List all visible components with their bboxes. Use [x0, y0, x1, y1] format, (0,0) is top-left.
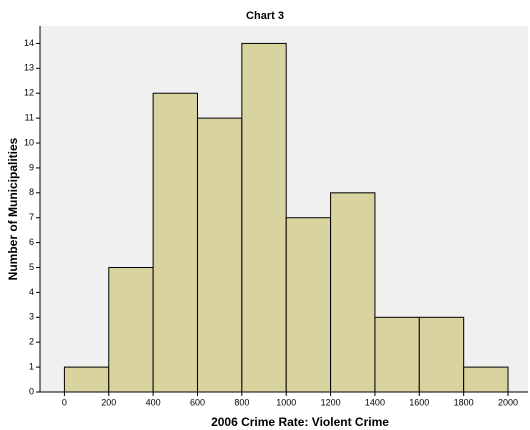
- y-tick-label: 14: [24, 38, 34, 48]
- bar: [196, 117, 243, 393]
- y-tick-label: 12: [24, 88, 34, 98]
- y-tick-label: 8: [29, 187, 34, 197]
- y-tick-label: 5: [29, 262, 34, 272]
- y-tick-label: 1: [29, 361, 34, 371]
- y-axis-label: Number of Municipalities: [6, 137, 20, 280]
- bar: [374, 316, 420, 393]
- x-tick-label: 1000: [276, 397, 296, 407]
- bar: [330, 192, 376, 393]
- y-tick-label: 7: [29, 212, 34, 222]
- y-tick-label: 10: [24, 137, 34, 147]
- x-axis-label: 2006 Crime Rate: Violent Crime: [211, 415, 389, 429]
- x-tick-label: 2000: [498, 397, 518, 407]
- y-tick-label: 11: [25, 112, 34, 122]
- y-tick-label: 6: [29, 237, 34, 247]
- y-tick-label: 9: [29, 162, 34, 172]
- x-tick-label: 400: [146, 397, 161, 407]
- x-tick-label: 200: [101, 397, 116, 407]
- bar: [152, 92, 198, 393]
- bar: [63, 366, 110, 393]
- x-tick-label: 1200: [321, 397, 341, 407]
- y-tick-label: 13: [24, 63, 34, 73]
- x-tick-label: 0: [62, 397, 67, 407]
- x-tick-label: 600: [190, 397, 205, 407]
- y-tick-label: 4: [29, 287, 34, 297]
- x-tick-label: 800: [234, 397, 249, 407]
- y-tick-label: 0: [29, 386, 34, 396]
- bar: [463, 366, 509, 393]
- y-tick-label: 3: [29, 312, 34, 322]
- bar: [285, 217, 332, 393]
- x-tick-label: 1800: [454, 397, 474, 407]
- chart-title: Chart 3: [246, 10, 284, 22]
- y-tick-label: 2: [29, 337, 34, 347]
- bar: [418, 316, 465, 393]
- bar: [108, 267, 154, 393]
- x-tick-label: 1400: [365, 397, 385, 407]
- bar: [241, 42, 287, 393]
- x-tick-label: 1600: [409, 397, 429, 407]
